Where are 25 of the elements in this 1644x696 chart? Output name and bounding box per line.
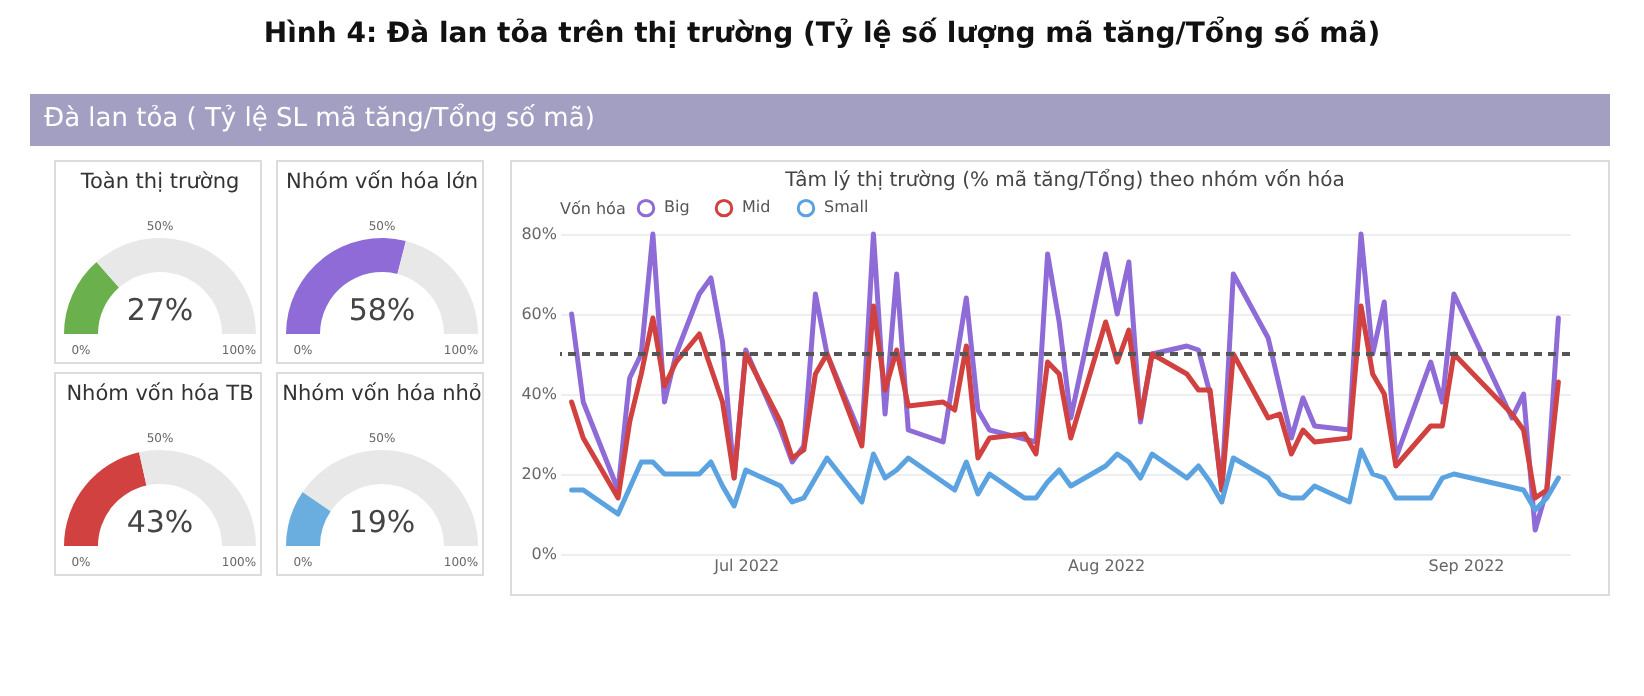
text: 58% [348, 292, 416, 328]
y-tick-label: 60% [521, 305, 558, 323]
y-tick-label: 20% [521, 465, 558, 483]
chart-title: Tâm lý thị trường (% mã tăng/Tổng) theo nhóm vốn hóa [783, 168, 1345, 192]
text: 27% [126, 292, 194, 328]
line-series [569, 447, 1561, 517]
text: 43% [126, 504, 194, 540]
legend-title: Vốn hóa [560, 200, 626, 218]
chart-title: Toàn thị trường [78, 170, 240, 194]
chart-title: Nhóm vốn hóa TB [66, 382, 254, 406]
chart-title: Nhóm vốn hóa nhỏ [282, 382, 482, 406]
x-tick-label: Sep 2022 [1428, 557, 1505, 575]
x-tick-label: Jul 2022 [712, 557, 780, 575]
line-series [569, 303, 1561, 501]
text: Đà lan tỏa ( Tỷ lệ SL mã tăng/Tổng số mã) [30, 94, 1610, 146]
y-tick-label: 80% [521, 225, 558, 243]
text: Hình 4: Đà lan tỏa trên thị trường (Tỷ lệ số lượng mã tăng/Tổng số mã) [261, 18, 1383, 50]
legend-label: Small [824, 198, 869, 217]
y-tick-label: 40% [521, 385, 558, 403]
chart-title: Nhóm vốn hóa lớn [286, 170, 478, 194]
legend-label: Big [664, 198, 690, 217]
legend-label: Mid [742, 198, 771, 217]
text: 19% [348, 504, 416, 540]
x-tick-label: Aug 2022 [1068, 557, 1146, 575]
y-tick-label: 0% [531, 545, 558, 563]
